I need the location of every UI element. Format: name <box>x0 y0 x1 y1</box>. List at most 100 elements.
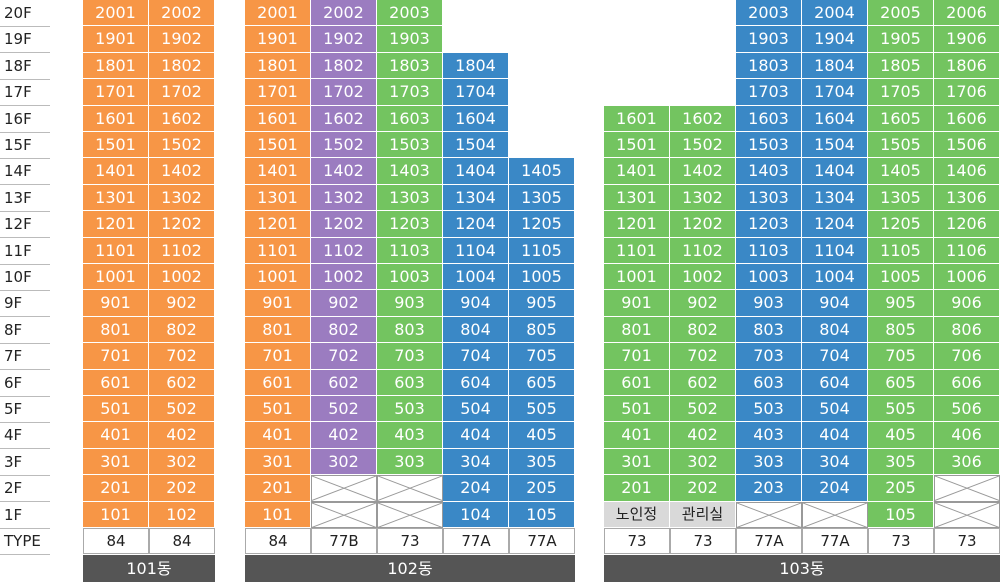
unit-cell: 703 <box>377 343 443 370</box>
empty-unit-cross <box>311 475 377 502</box>
unit-cell: 1202 <box>670 211 736 238</box>
unit-cell: 401 <box>83 422 149 449</box>
unit-cell: 902 <box>670 290 736 317</box>
unit-cell: 1201 <box>83 211 149 238</box>
unit-cell: 902 <box>149 290 215 317</box>
unit-cell: 602 <box>311 369 377 396</box>
unit-cell: 1003 <box>736 264 802 291</box>
unit-type-cell: 84 <box>149 528 215 554</box>
unit-cell: 1903 <box>377 26 443 53</box>
unit-cell: 402 <box>149 422 215 449</box>
unit-type-cell: 73 <box>377 528 443 554</box>
unit-cell: 802 <box>670 316 736 344</box>
floor-label: 1F <box>0 502 50 529</box>
unit-cell: 1401 <box>83 158 149 185</box>
unit-cell: 404 <box>443 422 509 449</box>
unit-cell: 202 <box>670 475 736 502</box>
floor-label: 6F <box>0 370 50 397</box>
unit-cell: 102 <box>149 501 215 528</box>
unit-cell: 1301 <box>245 184 311 212</box>
unit-cell: 1902 <box>311 26 377 53</box>
unit-cell: 1405 <box>509 158 575 185</box>
unit-cell: 703 <box>736 343 802 370</box>
unit-cell: 506 <box>934 396 1000 423</box>
unit-cell: 505 <box>868 396 934 423</box>
floor-label: 15F <box>0 132 50 159</box>
unit-cell: 801 <box>604 316 670 344</box>
empty-unit-cross <box>377 501 443 528</box>
unit-cell: 905 <box>509 290 575 317</box>
unit-cell: 1403 <box>377 158 443 185</box>
unit-cell: 104 <box>443 501 509 528</box>
unit-cell: 1002 <box>670 264 736 291</box>
unit-cell: 503 <box>377 396 443 423</box>
unit-cell: 1102 <box>149 237 215 264</box>
unit-cell: 901 <box>245 290 311 317</box>
unit-cell: 105 <box>868 501 934 528</box>
unit-cell: 705 <box>868 343 934 370</box>
unit-cell: 1302 <box>311 184 377 212</box>
unit-cell: 1602 <box>670 105 736 132</box>
unit-type-cell: 77A <box>509 528 575 554</box>
unit-cell: 1701 <box>83 79 149 106</box>
floor-label: 10F <box>0 264 50 291</box>
unit-cell: 503 <box>736 396 802 423</box>
unit-cell: 1704 <box>443 79 509 106</box>
floor-label: 7F <box>0 343 50 371</box>
unit-cell: 1005 <box>509 264 575 291</box>
unit-cell: 1504 <box>443 132 509 159</box>
floor-label: 14F <box>0 158 50 186</box>
unit-cell: 302 <box>670 448 736 476</box>
unit-cell: 1402 <box>311 158 377 185</box>
unit-cell: 803 <box>736 316 802 344</box>
unit-type-cell: 73 <box>934 528 1000 554</box>
unit-cell: 1406 <box>934 158 1000 185</box>
unit-cell: 1403 <box>736 158 802 185</box>
floor-label: 3F <box>0 449 50 476</box>
unit-cell: 501 <box>245 396 311 423</box>
unit-type-cell: 84 <box>245 528 311 554</box>
unit-cell: 1905 <box>868 26 934 53</box>
unit-cell: 1703 <box>377 79 443 106</box>
unit-cell: 1701 <box>245 79 311 106</box>
unit-cell: 304 <box>802 448 868 476</box>
unit-cell: 1303 <box>736 184 802 212</box>
unit-cell: 801 <box>245 316 311 344</box>
floor-label: 20F <box>0 0 50 27</box>
unit-cell: 1001 <box>245 264 311 291</box>
unit-cell: 1801 <box>245 52 311 80</box>
unit-cell: 603 <box>736 369 802 396</box>
unit-cell: 803 <box>377 316 443 344</box>
unit-cell: 202 <box>149 475 215 502</box>
empty-unit-cross <box>736 501 802 528</box>
type-row-label: TYPE <box>0 528 50 555</box>
unit-cell: 1105 <box>868 237 934 264</box>
floor-label: 9F <box>0 290 50 318</box>
empty-unit-cross <box>377 475 443 502</box>
unit-cell: 201 <box>604 475 670 502</box>
unit-cell: 1805 <box>868 52 934 80</box>
unit-cell: 902 <box>311 290 377 317</box>
unit-cell: 604 <box>802 369 868 396</box>
unit-cell: 604 <box>443 369 509 396</box>
unit-type-cell: 84 <box>83 528 149 554</box>
floor-label: 16F <box>0 106 50 133</box>
unit-cell: 1402 <box>149 158 215 185</box>
unit-cell: 1004 <box>443 264 509 291</box>
unit-cell: 1601 <box>245 105 311 132</box>
unit-cell: 502 <box>149 396 215 423</box>
unit-cell: 1404 <box>802 158 868 185</box>
unit-cell: 1002 <box>311 264 377 291</box>
unit-cell: 1603 <box>377 105 443 132</box>
unit-cell: 402 <box>311 422 377 449</box>
unit-cell: 904 <box>802 290 868 317</box>
unit-cell: 1004 <box>802 264 868 291</box>
floor-label: 12F <box>0 211 50 239</box>
unit-type-cell: 77A <box>443 528 509 554</box>
unit-cell: 706 <box>934 343 1000 370</box>
unit-cell: 501 <box>83 396 149 423</box>
unit-cell: 205 <box>868 475 934 502</box>
unit-cell: 1204 <box>443 211 509 238</box>
unit-type-cell: 73 <box>670 528 736 554</box>
unit-cell: 1604 <box>802 105 868 132</box>
